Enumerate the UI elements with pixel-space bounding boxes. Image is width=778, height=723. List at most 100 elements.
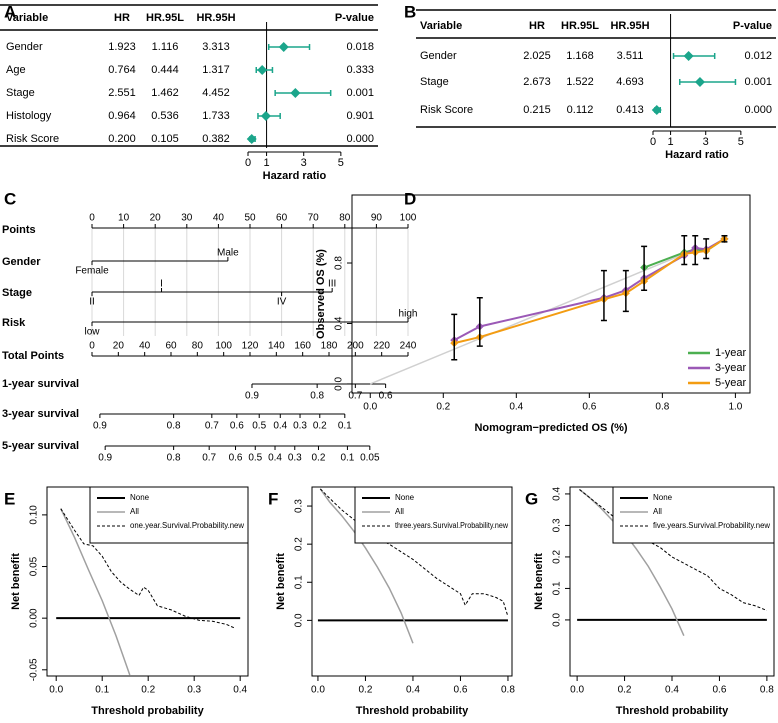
survival-label: 0.6 xyxy=(229,453,243,464)
confidence-interval xyxy=(672,53,716,59)
confidence-interval xyxy=(274,90,332,96)
x-tick-label: 60 xyxy=(165,341,177,352)
y-tick-label: 0.2 xyxy=(552,550,563,564)
scale-name: Risk xyxy=(2,317,26,329)
x-tick-label: 0.2 xyxy=(141,685,155,696)
survival-label: 0.1 xyxy=(338,421,352,432)
y-tick-label: 0.00 xyxy=(29,608,40,628)
series-line xyxy=(319,488,414,644)
scale-name: 1-year survival xyxy=(2,378,79,390)
survival-label: 0.3 xyxy=(293,421,307,432)
legend-label: one.year.Survival.Probability.new xyxy=(130,521,244,530)
hr-value: 2.025 xyxy=(523,50,551,62)
x-tick-label: 0.0 xyxy=(49,685,63,696)
lower-value: 0.444 xyxy=(151,64,179,76)
x-tick-label: 120 xyxy=(242,341,259,352)
y-axis-label: Net benefit xyxy=(275,553,287,610)
y-axis-label: Net benefit xyxy=(533,553,545,610)
x-tick-label: 3 xyxy=(703,136,709,148)
lower-value: 1.522 xyxy=(566,76,594,88)
survival-label: 0.05 xyxy=(360,453,380,464)
lower-value: 0.105 xyxy=(151,133,179,145)
legend-box xyxy=(354,486,513,544)
y-tick-label: 0.1 xyxy=(294,575,305,589)
p-value: 0.333 xyxy=(346,64,374,76)
column-header: HR.95H xyxy=(610,20,649,32)
x-axis-label: Threshold probability xyxy=(356,705,469,717)
y-tick-label: 0.0 xyxy=(334,377,345,391)
legend-label: five.years.Survival.Probability.new xyxy=(653,521,770,530)
survival-label: 0.2 xyxy=(312,453,326,464)
x-tick-label: 0.1 xyxy=(95,685,109,696)
panel-letter: B xyxy=(404,2,416,21)
scale-name: 3-year survival xyxy=(2,408,79,420)
legend-label: All xyxy=(130,507,139,516)
hr-value: 0.764 xyxy=(108,64,136,76)
x-tick-label: 30 xyxy=(181,213,193,224)
panel-letter: C xyxy=(4,189,16,208)
p-value: 0.018 xyxy=(346,41,374,53)
column-header: Variable xyxy=(420,20,462,32)
y-tick-label: 0.0 xyxy=(552,613,563,627)
x-tick-label: 80 xyxy=(339,213,351,224)
survival-label: 0.7 xyxy=(202,453,216,464)
hr-value: 2.551 xyxy=(108,87,136,99)
hazard-ratio-marker xyxy=(290,88,301,98)
variable-label: Stage xyxy=(420,76,449,88)
x-tick-label: 0.4 xyxy=(509,402,523,413)
survival-label: 0.7 xyxy=(205,421,219,432)
legend-box xyxy=(612,486,775,544)
error-bar xyxy=(476,297,483,347)
p-value: 0.000 xyxy=(346,133,374,145)
x-tick-label: 0.8 xyxy=(655,402,669,413)
p-value: 0.001 xyxy=(346,87,374,99)
x-tick-label: 0.0 xyxy=(363,402,377,413)
error-bar xyxy=(721,235,728,243)
x-tick-label: 3 xyxy=(301,157,307,169)
x-tick-label: 0.8 xyxy=(760,685,774,696)
hazard-ratio-marker xyxy=(257,65,268,75)
x-tick-label: 180 xyxy=(321,341,338,352)
y-tick-label: 0.3 xyxy=(552,518,563,532)
x-tick-label: 0.3 xyxy=(187,685,201,696)
x-tick-label: 90 xyxy=(371,213,383,224)
y-tick-label: 0.0 xyxy=(294,613,305,627)
x-tick-label: 0.6 xyxy=(454,685,468,696)
hazard-ratio-marker xyxy=(260,111,271,121)
survival-label: 0.9 xyxy=(245,391,259,402)
x-tick-label: 0.0 xyxy=(311,685,325,696)
survival-label: 0.1 xyxy=(340,453,354,464)
error-bar xyxy=(681,235,688,266)
x-tick-label: 20 xyxy=(150,213,162,224)
y-tick-label: 0.05 xyxy=(29,556,40,576)
upper-value: 3.511 xyxy=(617,50,644,62)
y-axis-label: Observed OS (%) xyxy=(315,249,327,339)
x-tick-label: 220 xyxy=(373,341,390,352)
x-tick-label: 20 xyxy=(113,341,125,352)
x-tick-label: 10 xyxy=(118,213,130,224)
scale-name: Gender xyxy=(2,256,41,268)
legend-label: All xyxy=(395,507,404,516)
series-line xyxy=(60,508,131,676)
x-tick-label: 200 xyxy=(347,341,364,352)
y-tick-label: -0.05 xyxy=(29,658,40,681)
hazard-ratio-marker xyxy=(651,105,662,115)
x-tick-label: 40 xyxy=(139,341,151,352)
column-header: HR.95L xyxy=(561,20,599,32)
x-tick-label: 0.4 xyxy=(406,685,420,696)
lower-value: 1.116 xyxy=(152,41,179,53)
hr-value: 1.923 xyxy=(108,41,136,53)
lower-value: 1.462 xyxy=(151,87,179,99)
level-label: IV xyxy=(277,297,287,308)
survival-label: 0.7 xyxy=(348,391,362,402)
survival-label: 0.5 xyxy=(248,453,262,464)
x-tick-label: 0.0 xyxy=(570,685,584,696)
x-tick-label: 0 xyxy=(89,341,95,352)
level-label: III xyxy=(328,279,336,290)
variable-label: Age xyxy=(6,64,26,76)
legend-label: 1-year xyxy=(715,347,747,359)
x-tick-label: 0.6 xyxy=(582,402,596,413)
upper-value: 4.452 xyxy=(202,87,230,99)
